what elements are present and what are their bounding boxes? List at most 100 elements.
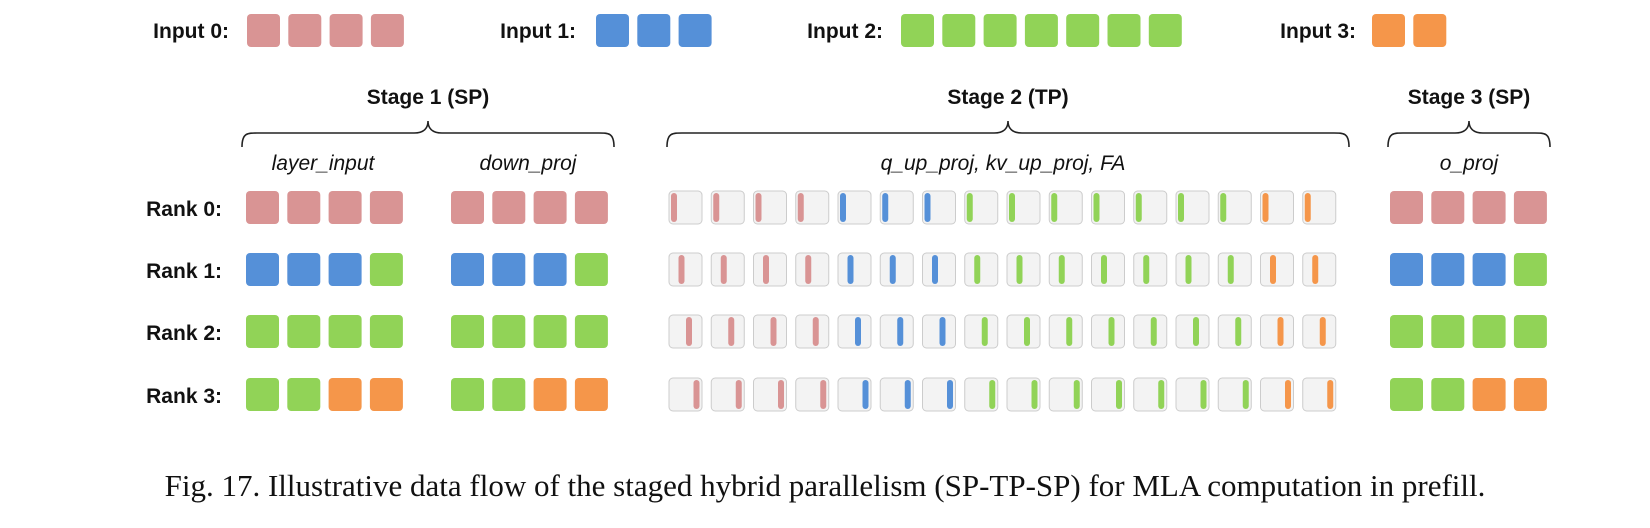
- input-1-blocks: [596, 14, 712, 47]
- tp-head-slice: [1242, 380, 1249, 409]
- input-3-blocks: [1372, 14, 1447, 47]
- tp-head-slice: [840, 193, 846, 222]
- tp-head-slice: [812, 317, 819, 346]
- rank-0-label: Rank 0:: [146, 198, 222, 221]
- tp-token-slot: [1006, 252, 1041, 287]
- layer-input-block: [369, 315, 403, 348]
- tp-token-slot: [837, 252, 872, 287]
- input-1-block: [596, 14, 629, 47]
- o-proj-block: [1390, 378, 1423, 411]
- op-tp-ops-label: q_up_proj, kv_up_proj, FA: [881, 152, 1126, 175]
- input-2-block: [1024, 14, 1058, 47]
- o-proj-block: [1390, 253, 1423, 286]
- tp-head-slice: [686, 317, 692, 346]
- op-down-proj-label: down_proj: [480, 152, 578, 175]
- tp-token-slot: [710, 252, 745, 287]
- down-proj-block: [574, 253, 608, 286]
- down-proj-block: [451, 378, 484, 411]
- layer-input-block: [328, 315, 362, 348]
- input-2-label: Input 2:: [807, 20, 883, 43]
- tp-token-slot: [1175, 252, 1210, 287]
- tp-token-slot: [1091, 252, 1125, 287]
- tp-head-slice: [1135, 193, 1142, 222]
- input-2-block: [1148, 14, 1182, 47]
- tp-head-slice: [1031, 380, 1038, 409]
- o-proj-block: [1390, 315, 1423, 348]
- input-0-label: Input 0:: [153, 20, 229, 43]
- tp-head-slice: [770, 317, 777, 346]
- input-0-block: [329, 14, 363, 47]
- input-0-block: [247, 14, 280, 47]
- tp-head-slice: [1200, 380, 1207, 409]
- tp-head-slice: [882, 193, 889, 222]
- tp-head-slice: [755, 193, 762, 222]
- stage-1-brace: [241, 120, 615, 148]
- o-proj-block: [1472, 315, 1506, 348]
- tp-head-slice: [1066, 317, 1073, 346]
- input-1-block: [678, 14, 712, 47]
- tp-token-slot: [1217, 314, 1252, 349]
- o-proj-block: [1472, 378, 1506, 411]
- tp-token-slot: [795, 190, 830, 225]
- tp-head-slice: [1277, 317, 1284, 346]
- tp-head-slice: [1101, 255, 1107, 284]
- tp-head-slice: [904, 380, 911, 409]
- tp-token-slot: [1048, 314, 1083, 349]
- down-proj-block: [492, 378, 526, 411]
- tp-token-slot: [1175, 314, 1210, 349]
- tp-head-slice: [693, 380, 700, 409]
- down-proj-block: [451, 191, 484, 224]
- o-proj-block: [1390, 191, 1423, 224]
- tp-head-slice: [947, 380, 953, 409]
- layer-input-block: [287, 378, 321, 411]
- tp-head-slice: [778, 380, 784, 409]
- tp-token-slot: [837, 190, 872, 225]
- tp-head-slice: [1285, 380, 1291, 409]
- tp-token-slot: [1260, 314, 1294, 349]
- input-3-label: Input 3:: [1280, 20, 1356, 43]
- layer-input-block: [328, 191, 362, 224]
- input-1-block: [637, 14, 671, 47]
- tp-token-slot: [837, 314, 872, 349]
- tp-head-slice: [1016, 255, 1023, 284]
- tp-head-slice: [713, 193, 720, 222]
- down-proj-block: [574, 378, 608, 411]
- tp-token-slot: [1260, 190, 1294, 225]
- input-2-blocks: [901, 14, 1182, 47]
- tp-token-slot: [1133, 190, 1168, 225]
- tp-token-slot: [964, 190, 999, 225]
- tp-head-slice: [1304, 193, 1311, 222]
- tp-token-slot: [1217, 252, 1252, 287]
- tp-token-slot: [922, 252, 956, 287]
- down-proj-block: [451, 253, 484, 286]
- tp-token-slot: [668, 190, 703, 225]
- figure-caption: Fig. 17. Illustrative data flow of the s…: [164, 468, 1486, 503]
- tp-head-slice: [974, 255, 981, 284]
- tp-head-slice: [1185, 255, 1192, 284]
- down-proj-block: [574, 315, 608, 348]
- tp-head-slice: [924, 193, 931, 222]
- input-2-block: [1107, 14, 1141, 47]
- stage-2-title: Stage 2 (TP): [947, 86, 1068, 109]
- tp-head-slice: [678, 255, 685, 284]
- tp-token-slot: [922, 314, 956, 349]
- tp-head-slice: [1051, 193, 1058, 222]
- tp-head-slice: [847, 255, 854, 284]
- layer-input-block: [287, 191, 321, 224]
- input-0-block: [288, 14, 322, 47]
- down-proj-block: [574, 191, 608, 224]
- tp-head-slice: [805, 255, 812, 284]
- o-proj-block: [1431, 315, 1465, 348]
- op-o-proj-label: o_proj: [1440, 152, 1500, 175]
- tp-token-slot: [753, 190, 787, 225]
- tp-head-slice: [1009, 193, 1015, 222]
- rank-2-label: Rank 2:: [146, 322, 222, 345]
- o-proj-block: [1513, 191, 1547, 224]
- tp-token-slot: [1006, 314, 1041, 349]
- tp-token-slot: [1302, 252, 1337, 287]
- input-1-label: Input 1:: [500, 20, 576, 43]
- tp-head-slice: [1319, 317, 1326, 346]
- input-2-block: [942, 14, 976, 47]
- down-proj-block: [451, 315, 484, 348]
- tp-token-slot: [1302, 314, 1337, 349]
